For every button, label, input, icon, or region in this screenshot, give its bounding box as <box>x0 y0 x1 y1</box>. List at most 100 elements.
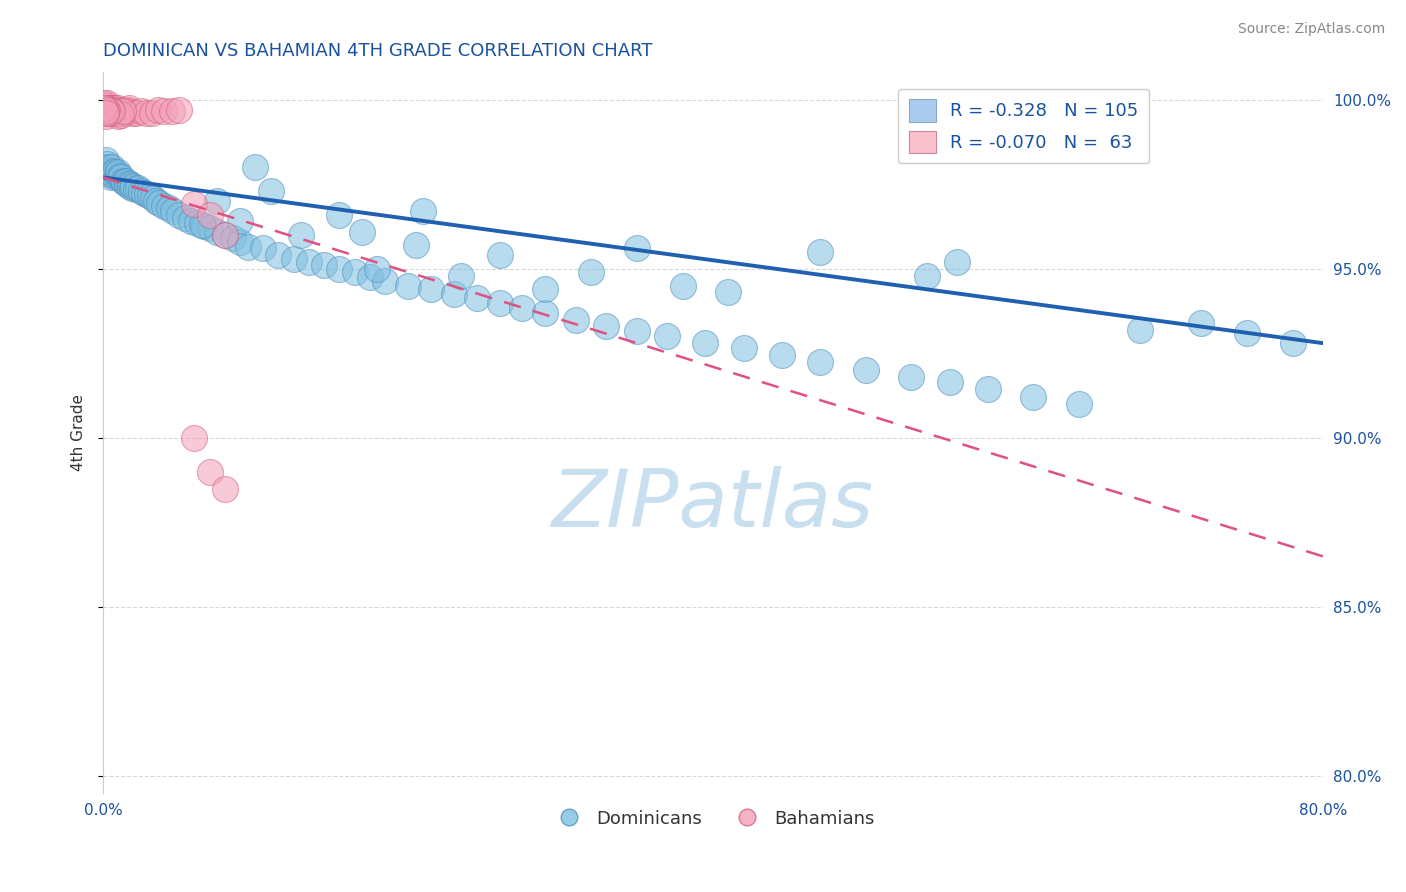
Point <box>160 104 183 119</box>
Point <box>122 106 145 120</box>
Point <box>104 101 127 115</box>
Point <box>191 218 214 232</box>
Point <box>111 104 134 119</box>
Point <box>94 106 117 120</box>
Point <box>94 104 117 119</box>
Point <box>488 248 510 262</box>
Point <box>100 104 122 119</box>
Point <box>103 104 125 119</box>
Point <box>153 199 176 213</box>
Point <box>298 255 321 269</box>
Point <box>267 248 290 262</box>
Point <box>579 265 602 279</box>
Point <box>112 106 135 120</box>
Point <box>125 182 148 196</box>
Point <box>214 227 236 242</box>
Point <box>328 208 350 222</box>
Point <box>328 261 350 276</box>
Text: Source: ZipAtlas.com: Source: ZipAtlas.com <box>1237 22 1385 37</box>
Point <box>93 160 115 174</box>
Point <box>110 103 132 117</box>
Point <box>94 110 117 124</box>
Point <box>103 169 125 183</box>
Point <box>162 204 184 219</box>
Point <box>207 225 229 239</box>
Point <box>117 177 139 191</box>
Point <box>405 238 427 252</box>
Point <box>236 240 259 254</box>
Point <box>125 106 148 120</box>
Point <box>167 103 190 117</box>
Point <box>96 103 118 117</box>
Point <box>359 270 381 285</box>
Point <box>98 106 121 120</box>
Point <box>107 165 129 179</box>
Point <box>938 375 960 389</box>
Point <box>245 160 267 174</box>
Point <box>366 261 388 276</box>
Point <box>808 355 831 369</box>
Text: ZIPatlas: ZIPatlas <box>553 466 875 544</box>
Point <box>98 160 121 174</box>
Point <box>214 482 236 496</box>
Point <box>671 278 693 293</box>
Point <box>129 184 152 198</box>
Point <box>107 110 129 124</box>
Point <box>808 244 831 259</box>
Legend: Dominicans, Bahamians: Dominicans, Bahamians <box>544 802 882 835</box>
Point <box>94 163 117 178</box>
Point <box>180 214 202 228</box>
Point <box>290 227 312 242</box>
Point <box>626 242 648 256</box>
Point <box>129 104 152 119</box>
Point <box>93 103 115 117</box>
Point <box>110 108 132 122</box>
Point <box>229 235 252 249</box>
Point <box>352 225 374 239</box>
Point <box>183 431 205 445</box>
Point <box>98 101 121 115</box>
Point <box>534 282 557 296</box>
Point <box>946 255 969 269</box>
Point <box>100 103 122 117</box>
Point <box>121 180 143 194</box>
Point <box>733 341 755 355</box>
Point <box>419 282 441 296</box>
Point <box>1129 323 1152 337</box>
Point <box>103 163 125 178</box>
Point <box>105 167 128 181</box>
Point <box>900 370 922 384</box>
Point <box>174 211 197 225</box>
Point <box>183 197 205 211</box>
Point <box>98 167 121 181</box>
Point <box>96 103 118 117</box>
Point <box>94 153 117 168</box>
Point <box>96 157 118 171</box>
Point <box>114 104 136 119</box>
Point <box>108 106 131 120</box>
Point <box>314 258 336 272</box>
Point <box>146 103 169 117</box>
Point <box>104 165 127 179</box>
Point <box>565 312 588 326</box>
Point <box>132 186 155 200</box>
Point <box>94 99 117 113</box>
Point <box>976 382 998 396</box>
Point <box>695 336 717 351</box>
Point <box>412 204 434 219</box>
Point <box>103 103 125 117</box>
Point <box>595 319 617 334</box>
Point <box>207 194 229 208</box>
Point <box>101 104 124 119</box>
Point <box>98 103 121 117</box>
Point <box>855 363 877 377</box>
Point <box>93 101 115 115</box>
Point <box>108 169 131 183</box>
Point <box>139 189 162 203</box>
Point <box>1069 397 1091 411</box>
Point <box>198 208 221 222</box>
Point <box>1022 390 1045 404</box>
Point <box>142 191 165 205</box>
Point <box>512 301 534 315</box>
Point <box>114 174 136 188</box>
